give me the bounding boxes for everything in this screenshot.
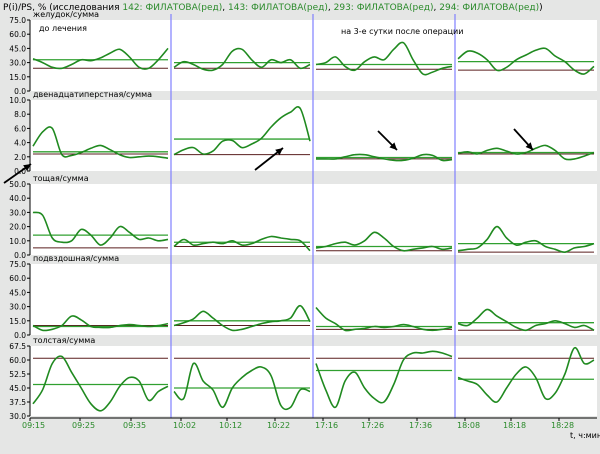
arrow-head (23, 164, 31, 171)
x-tick-label: 17:16 (315, 421, 338, 430)
x-tick-label: 09:15 (22, 421, 45, 430)
header-study-3: 293: ФИЛАТОВА(ред) (334, 3, 434, 13)
annotation-after-surgery: на 3-е сутки после операции (341, 27, 463, 36)
y-tick-label: 52.5 (9, 370, 26, 379)
y-tick-label: 60.0 (9, 30, 26, 39)
series-line (315, 231, 453, 252)
arrow-head (275, 148, 283, 156)
header-prefix: P(i)/PS, % (исследования (3, 3, 122, 13)
series-line (457, 346, 595, 403)
y-tick-label: 4.0 (14, 139, 26, 148)
series-line (457, 144, 595, 161)
y-tick-label: 45.0 (9, 288, 26, 297)
y-tick-label: 8.0 (14, 110, 26, 119)
panel-title: подвздошная/сумма (33, 254, 119, 263)
header-suffix: ) (539, 3, 543, 13)
y-tick-label: 6.0 (14, 124, 26, 133)
y-tick-label: 30.0 (9, 412, 26, 421)
annotation-before-treatment: до лечения (39, 24, 87, 33)
y-tick-label: 67.5 (9, 342, 26, 351)
y-tick-label: 75.0 (9, 260, 26, 269)
header-study-1: 142: ФИЛАТОВА(ред) (122, 3, 222, 13)
y-tick-label: 15.0 (9, 317, 26, 326)
x-tick-label: 09:35 (123, 421, 146, 430)
x-tick-label: 18:18 (503, 421, 526, 430)
y-tick-label: 60.0 (9, 356, 26, 365)
x-tick-label: 18:28 (551, 421, 574, 430)
panel-title: тощая/сумма (33, 174, 89, 183)
y-tick-label: 60.0 (9, 274, 26, 283)
header-study-2: 143: ФИЛАТОВА(ред) (228, 3, 328, 13)
series-line (457, 225, 595, 254)
x-axis-unit: t, ч:мин (570, 431, 600, 440)
y-tick-label: 20.0 (9, 223, 26, 232)
x-tick-label: 17:36 (409, 421, 432, 430)
y-tick-label: 45.0 (9, 44, 26, 53)
series-line (173, 362, 311, 411)
header-sep-3: , (434, 3, 440, 13)
x-tick-label: 10:12 (219, 421, 242, 430)
y-tick-label: 37.5 (9, 398, 26, 407)
series-line (32, 47, 169, 70)
y-tick-label: 10.0 (9, 237, 26, 246)
series-line (173, 304, 311, 332)
y-tick-label: 15.0 (9, 73, 26, 82)
y-tick-label: 30.0 (9, 303, 26, 312)
series-line (32, 315, 169, 332)
series-line (32, 126, 169, 159)
header-title: P(i)/PS, % (исследования 142: ФИЛАТОВА(р… (3, 3, 543, 13)
y-tick-label: 50.0 (9, 180, 26, 189)
series-line (173, 47, 311, 72)
x-tick-label: 18:08 (457, 421, 480, 430)
arrow-head (389, 142, 397, 150)
panel-title: толстая/сумма (33, 336, 95, 345)
series-line (457, 47, 595, 75)
y-tick-label: 0.0 (14, 87, 26, 96)
y-tick-label: 10.0 (9, 96, 26, 105)
series-line (32, 355, 169, 412)
header-study-4: 294: ФИЛАТОВА(ред) (439, 3, 539, 13)
series-line (173, 235, 311, 252)
x-tick-label: 09:25 (72, 421, 95, 430)
series-line (173, 106, 311, 156)
y-tick-label: 0.0 (14, 251, 26, 260)
header-sep-1: , (222, 3, 228, 13)
series-line (457, 308, 595, 332)
x-tick-label: 10:02 (173, 421, 196, 430)
x-tick-label: 10:22 (267, 421, 290, 430)
series-line (315, 153, 453, 162)
header-sep-2: , (328, 3, 334, 13)
y-tick-label: 2.0 (14, 153, 26, 162)
y-tick-label: 30.0 (9, 208, 26, 217)
y-tick-label: 45.0 (9, 384, 26, 393)
arrow-head (525, 142, 533, 150)
y-tick-label: 30.0 (9, 59, 26, 68)
x-tick-label: 17:26 (361, 421, 384, 430)
y-tick-label: 75.0 (9, 16, 26, 25)
series-line (315, 41, 453, 76)
panel-title: желудок/сумма (33, 10, 99, 19)
series-line (32, 211, 169, 246)
series-line (315, 350, 453, 409)
y-tick-label: 40.0 (9, 194, 26, 203)
y-tick-label: 0.0 (14, 331, 26, 340)
series-line (315, 306, 453, 332)
panel-title: двенадцатиперстная/сумма (33, 90, 152, 99)
